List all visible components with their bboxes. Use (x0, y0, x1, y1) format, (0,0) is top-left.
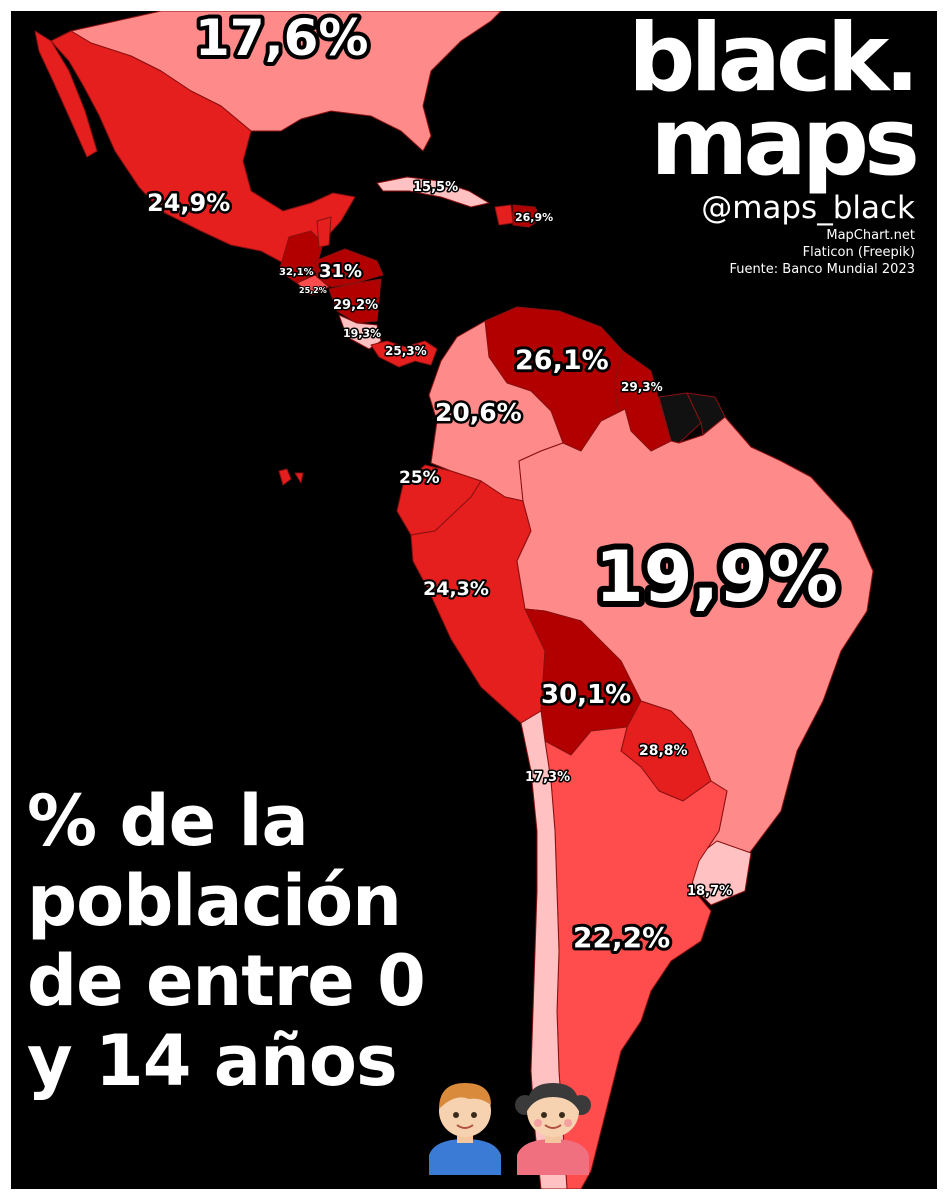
label-costa-rica: 19,3% (343, 327, 381, 340)
label-dominican-republic: 26,9% (515, 211, 553, 224)
label-guyana: 29,3% (621, 380, 663, 394)
label-paraguay: 28,8% (639, 743, 688, 759)
country-ecuador-galapagos (278, 468, 292, 486)
label-venezuela: 26,1% (515, 345, 609, 376)
label-honduras: 31% (319, 261, 362, 282)
label-brazil: 19,9% (595, 536, 838, 618)
brand-handle: @maps_black (701, 190, 915, 226)
label-bolivia: 30,1% (541, 680, 631, 710)
country-haiti (494, 204, 514, 226)
country-uruguay (690, 840, 752, 906)
boy-emoji-icon (429, 1083, 501, 1175)
title-line-4: y 14 años (27, 1020, 398, 1102)
label-el-salvador: 25,2% (299, 286, 327, 295)
map-title: % de la población de entre 0 y 14 años (27, 781, 547, 1101)
latin-america-map: 17,6% 24,9% 15,5% 26,9% 32,1% 31% 25,2% … (34, 11, 874, 1189)
source-line-2: Flaticon (Freepik) (802, 245, 915, 260)
country-suriname (658, 392, 702, 444)
girl-emoji-icon (515, 1083, 591, 1175)
country-dominican-republic (512, 204, 542, 228)
brand-line-2: maps (650, 88, 920, 197)
country-costa-rica (338, 314, 382, 350)
country-ecuador-galapagos-2 (294, 472, 304, 484)
source-line-3: Fuente: Banco Mundial 2023 (729, 262, 915, 277)
brand-line-1: black. (628, 11, 920, 113)
brand-block: black. maps @maps_black MapChart.net Fla… (628, 11, 920, 278)
country-belize (316, 216, 332, 248)
label-uruguay: 18,7% (687, 884, 732, 899)
label-argentina: 22,2% (573, 921, 670, 954)
label-mexico: 24,9% (147, 189, 230, 217)
label-guatemala: 32,1% (279, 267, 314, 278)
label-peru: 24,3% (423, 578, 489, 600)
country-nicaragua (328, 278, 382, 324)
country-mexico (50, 30, 356, 268)
label-nicaragua: 29,2% (333, 298, 378, 313)
country-guatemala (278, 230, 324, 284)
country-el-salvador (296, 274, 330, 296)
label-colombia: 20,6% (435, 398, 522, 427)
country-panama (370, 340, 438, 368)
country-cuba (376, 176, 490, 208)
label-chile: 17,3% (525, 770, 570, 785)
country-honduras (314, 248, 384, 288)
label-ecuador: 25% (399, 468, 440, 488)
title-line-1: % de la (27, 780, 309, 862)
label-usa: 17,6% (195, 11, 368, 67)
label-cuba: 15,5% (413, 180, 458, 195)
source-line-1: MapChart.net (826, 228, 915, 243)
title-line-2: población (27, 860, 402, 942)
map-frame: 17,6% 24,9% 15,5% 26,9% 32,1% 31% 25,2% … (11, 11, 937, 1189)
label-panama: 25,3% (385, 344, 427, 358)
kids-icons (429, 1083, 591, 1175)
title-line-3: de entre 0 (27, 940, 426, 1022)
country-mexico-baja (34, 30, 98, 158)
